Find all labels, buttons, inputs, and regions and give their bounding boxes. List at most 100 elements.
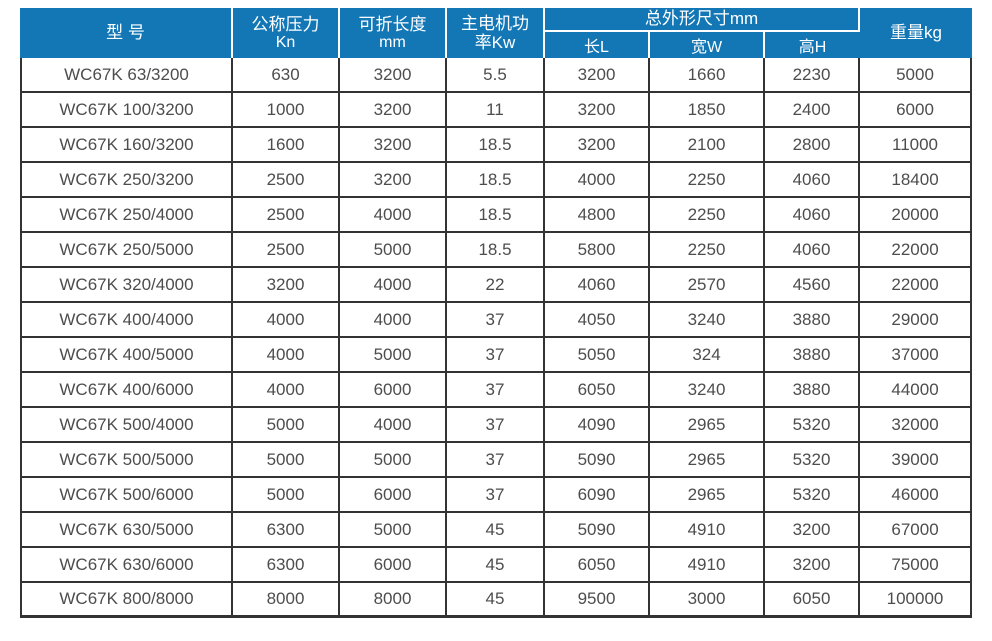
fold-length-cell: 6000 — [340, 548, 447, 583]
dim-length-cell: 6050 — [545, 548, 650, 583]
fold-length-cell: 5000 — [340, 233, 447, 268]
dim-height-cell: 4060 — [765, 233, 861, 268]
model-cell: WC67K 400/6000 — [20, 373, 233, 408]
model-cell: WC67K 250/3200 — [20, 163, 233, 198]
dim-width-cell: 2965 — [650, 408, 765, 443]
weight-cell: 67000 — [860, 513, 973, 548]
model-cell: WC67K 400/4000 — [20, 303, 233, 338]
fold-length-cell: 3200 — [340, 58, 447, 93]
model-cell: WC67K 500/5000 — [20, 443, 233, 478]
pressure-cell: 1000 — [233, 93, 340, 128]
table-row: WC67K 250/3200 2500 3200 18.5 4000 2250 4060 18… — [20, 163, 973, 198]
table-row: WC67K 160/3200 1600 3200 18.5 3200 2100 2800 11… — [20, 128, 973, 163]
model-cell: WC67K 400/5000 — [20, 338, 233, 373]
spec-table: 型 号 公称压力 Kn 可折长度 mm 主电机功 率Kw 总外形尺寸mm — [20, 8, 973, 618]
fold-length-cell: 6000 — [340, 478, 447, 513]
col-header-pressure-label: 公称压力 — [251, 14, 320, 34]
weight-cell: 37000 — [860, 338, 973, 373]
fold-length-cell: 3200 — [340, 163, 447, 198]
pressure-cell: 6300 — [233, 513, 340, 548]
table-row: WC67K 63/3200 630 3200 5.5 3200 1660 2230 5000 — [20, 58, 973, 93]
model-cell: WC67K 250/4000 — [20, 198, 233, 233]
col-header-motor-label: 主电机功 — [461, 13, 529, 33]
motor-power-cell: 37 — [447, 338, 545, 373]
pressure-cell: 2500 — [233, 163, 340, 198]
pressure-cell: 6300 — [233, 548, 340, 583]
model-cell: WC67K 500/6000 — [20, 478, 233, 513]
weight-cell: 39000 — [860, 443, 973, 478]
fold-length-cell: 8000 — [340, 583, 447, 618]
dim-length-cell: 4050 — [545, 303, 650, 338]
model-cell: WC67K 63/3200 — [20, 58, 233, 93]
dim-length-cell: 3200 — [545, 58, 650, 93]
motor-power-cell: 18.5 — [447, 198, 545, 233]
dim-length-cell: 6050 — [545, 373, 650, 408]
table-body: WC67K 63/3200 630 3200 5.5 3200 1660 2230 5000 W… — [20, 58, 973, 618]
motor-power-cell: 45 — [447, 513, 545, 548]
dim-width-cell: 2965 — [650, 443, 765, 478]
table-row: WC67K 400/6000 4000 6000 37 6050 3240 3880 4400… — [20, 373, 973, 408]
motor-power-cell: 18.5 — [447, 233, 545, 268]
motor-power-cell: 18.5 — [447, 128, 545, 163]
table-row: WC67K 630/5000 6300 5000 45 5090 4910 3200 6700… — [20, 513, 973, 548]
col-header-dimensions: 总外形尺寸mm — [545, 8, 861, 32]
pressure-cell: 4000 — [233, 373, 340, 408]
table-row: WC67K 800/8000 8000 8000 45 9500 3000 6050 1000… — [20, 583, 973, 618]
pressure-cell: 1600 — [233, 128, 340, 163]
dim-length-cell: 4000 — [545, 163, 650, 198]
pressure-cell: 2500 — [233, 198, 340, 233]
dim-width-cell: 2965 — [650, 478, 765, 513]
table-row: WC67K 630/6000 6300 6000 45 6050 4910 3200 7500… — [20, 548, 973, 583]
pressure-cell: 2500 — [233, 233, 340, 268]
fold-length-cell: 4000 — [340, 303, 447, 338]
fold-length-cell: 5000 — [340, 443, 447, 478]
col-header-length-label: 可折长度 — [358, 14, 427, 34]
col-header-pressure: 公称压力 Kn — [233, 8, 340, 58]
pressure-cell: 630 — [233, 58, 340, 93]
fold-length-cell: 6000 — [340, 373, 447, 408]
table-row: WC67K 400/5000 4000 5000 37 5050 324 3880 37000 — [20, 338, 973, 373]
dim-width-cell: 2250 — [650, 233, 765, 268]
col-header-weight: 重量kg — [860, 8, 973, 58]
model-cell: WC67K 100/3200 — [20, 93, 233, 128]
table-row: WC67K 250/4000 2500 4000 18.5 4800 2250 4060 20… — [20, 198, 973, 233]
pressure-cell: 4000 — [233, 303, 340, 338]
table-header: 型 号 公称压力 Kn 可折长度 mm 主电机功 率Kw 总外形尺寸mm — [20, 8, 973, 58]
dim-width-cell: 1660 — [650, 58, 765, 93]
table-row: WC67K 400/4000 4000 4000 37 4050 3240 3880 2900… — [20, 303, 973, 338]
model-cell: WC67K 250/5000 — [20, 233, 233, 268]
pressure-cell: 5000 — [233, 408, 340, 443]
pressure-cell: 5000 — [233, 478, 340, 513]
dim-width-cell: 2250 — [650, 198, 765, 233]
model-cell: WC67K 500/4000 — [20, 408, 233, 443]
dim-length-cell: 4800 — [545, 198, 650, 233]
dim-width-cell: 2570 — [650, 268, 765, 303]
table-row: WC67K 320/4000 3200 4000 22 4060 2570 4560 2200… — [20, 268, 973, 303]
motor-power-cell: 37 — [447, 408, 545, 443]
dim-height-cell: 3200 — [765, 513, 861, 548]
table-row: WC67K 500/5000 5000 5000 37 5090 2965 5320 3900… — [20, 443, 973, 478]
col-header-motor: 主电机功 率Kw — [447, 8, 545, 58]
fold-length-cell: 4000 — [340, 268, 447, 303]
col-header-model-label: 型 号 — [106, 23, 145, 43]
dim-height-cell: 3880 — [765, 303, 861, 338]
dim-height-cell: 3880 — [765, 373, 861, 408]
dim-width-cell: 4910 — [650, 548, 765, 583]
dim-length-cell: 3200 — [545, 128, 650, 163]
weight-cell: 44000 — [860, 373, 973, 408]
col-header-length: 可折长度 mm — [340, 8, 447, 58]
dim-height-cell: 4060 — [765, 163, 861, 198]
fold-length-cell: 5000 — [340, 513, 447, 548]
weight-cell: 20000 — [860, 198, 973, 233]
dim-height-cell: 5320 — [765, 478, 861, 513]
dim-height-cell: 4560 — [765, 268, 861, 303]
dim-width-cell: 324 — [650, 338, 765, 373]
motor-power-cell: 37 — [447, 443, 545, 478]
dim-length-cell: 9500 — [545, 583, 650, 618]
fold-length-cell: 3200 — [340, 93, 447, 128]
weight-cell: 46000 — [860, 478, 973, 513]
col-header-weight-label: 重量kg — [890, 23, 942, 43]
dim-width-cell: 2100 — [650, 128, 765, 163]
weight-cell: 5000 — [860, 58, 973, 93]
model-cell: WC67K 630/6000 — [20, 548, 233, 583]
